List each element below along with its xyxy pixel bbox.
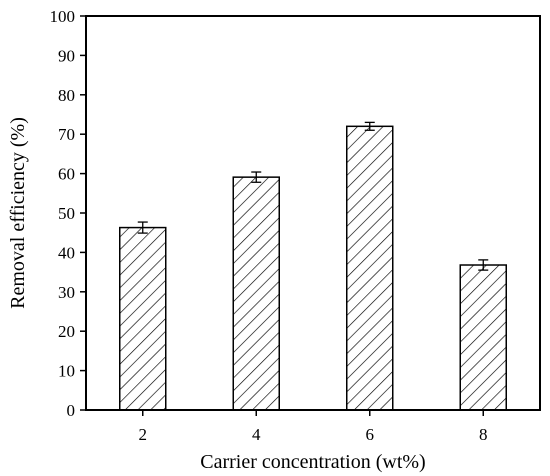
y-tick-label: 70 (58, 125, 75, 144)
y-tick-label: 0 (67, 401, 76, 420)
x-axis-ticks: 2 4 6 8 (139, 410, 488, 444)
bar (119, 226, 167, 411)
error-bar (251, 171, 262, 183)
y-tick-label: 50 (58, 204, 75, 223)
error-bar (137, 221, 148, 234)
y-tick-label: 60 (58, 165, 75, 184)
y-tick-label: 100 (50, 7, 76, 26)
x-tick-label: 2 (139, 425, 148, 444)
x-axis-title: Carrier concentration (wt%) (200, 451, 425, 473)
bar (459, 264, 507, 411)
y-axis-ticks: 0 10 20 30 40 50 60 70 80 90 100 (50, 7, 86, 420)
bar (232, 176, 280, 411)
error-bar (478, 259, 489, 271)
error-bar (364, 121, 375, 131)
x-tick-label: 8 (479, 425, 488, 444)
x-tick-label: 4 (252, 425, 261, 444)
y-tick-label: 30 (58, 283, 75, 302)
bars (119, 121, 507, 411)
y-tick-label: 40 (58, 243, 75, 262)
x-tick-label: 6 (366, 425, 375, 444)
y-axis-title: Removal efficiency (%) (7, 117, 29, 309)
y-tick-label: 80 (58, 86, 75, 105)
y-tick-label: 10 (58, 362, 75, 381)
y-tick-label: 20 (58, 322, 75, 341)
y-tick-label: 90 (58, 46, 75, 65)
bar (346, 125, 394, 411)
